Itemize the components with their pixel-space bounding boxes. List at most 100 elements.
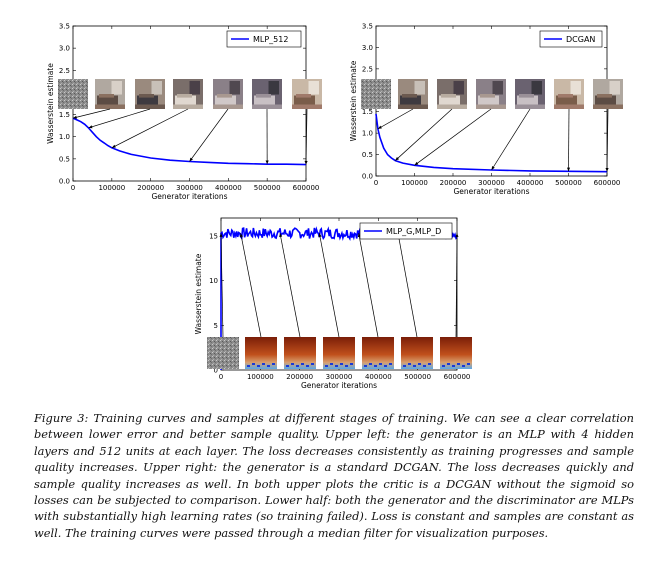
sample-arrowhead [88,125,93,129]
figure-caption: Figure 3: Training curves and samples at… [34,411,634,540]
failed-sample-speckle [418,363,421,365]
failed-sample-speckle [369,363,372,365]
x-axis-label: Generator iterations [301,381,377,390]
bedroom-pillow [441,94,456,98]
sample-arrowhead [304,160,308,165]
failed-sample-speckle [457,363,460,365]
bedroom-bed [400,95,421,105]
failed-sample-speckle [374,365,377,367]
x-tick-label: 100000 [401,179,428,187]
bedroom-bed [294,95,315,105]
y-tick-label: 2.5 [362,65,373,73]
failed-sample-speckle [350,363,353,365]
failed-sample-speckle [408,363,411,365]
failed-sample [323,337,355,369]
legend-label: MLP_512 [253,35,288,44]
sample-image [284,337,316,369]
sample-image [173,79,203,109]
sample-arrowhead [219,233,223,237]
sample-image [252,79,282,109]
sample-arrow [240,233,262,338]
failed-sample-speckle [306,365,309,367]
y-tick-label: 10 [209,277,218,285]
sample-arrow [189,108,229,162]
failed-sample-speckle [340,363,343,365]
failed-sample-speckle [301,363,304,365]
failed-sample-speckle [413,365,416,367]
bedroom-floor [135,104,165,109]
bedroom-window [414,81,425,95]
bedroom-bed [439,95,460,105]
noise-sample [207,337,239,369]
bedroom-floor [252,104,282,109]
failed-sample-speckle [467,363,470,365]
sample-arrowhead [239,233,243,238]
sample-arrowhead [73,115,77,119]
x-tick-label: 200000 [286,373,313,381]
bedroom-bed [97,95,118,105]
y-tick-label: 3.5 [59,23,70,31]
failed-sample-speckle [257,365,260,367]
bedroom-bed [215,95,236,105]
failed-sample-speckle [447,363,450,365]
x-tick-label: 500000 [404,373,431,381]
x-tick-label: 100000 [247,373,274,381]
bedroom-bed [175,95,196,105]
y-axis-label: Wasserstein estimate [46,63,55,144]
failed-sample-speckle [428,363,431,365]
sample-image [135,79,165,109]
x-tick-label: 600000 [444,373,471,381]
bedroom-bed [595,95,616,105]
bedroom-pillow [177,94,192,98]
failed-sample-speckle [364,365,367,367]
sample-arrowhead [491,166,495,170]
sample-image [440,337,472,369]
x-tick-label: 100000 [98,184,125,192]
y-axis-label: Wasserstein estimate [194,253,203,334]
y-tick-label: 15 [209,232,218,240]
bedroom-floor [437,104,467,109]
y-tick-label: 0.5 [59,155,70,163]
sample-arrowhead [455,233,459,237]
bedroom-window [189,81,200,95]
failed-sample-speckle [272,363,275,365]
bedroom-pillow [597,94,612,98]
y-tick-label: 1.0 [59,133,70,141]
bedroom-bed [254,95,275,105]
sample-arrow [88,108,151,129]
bedroom-floor [213,104,243,109]
failed-sample-speckle [389,363,392,365]
sample-arrow [395,108,453,161]
noise-sample [58,79,88,109]
bedroom-pillow [519,94,534,98]
y-tick-label: 5 [214,322,218,330]
sample-arrow [491,108,531,171]
sample-arrowhead [414,161,419,166]
failed-sample-speckle [452,365,455,367]
bedroom-window [111,81,122,95]
series-line [375,113,608,173]
bedroom-window [229,81,240,95]
x-axis-label: Generator iterations [151,192,227,201]
y-tick-label: 0.0 [362,173,373,181]
x-tick-label: 0 [71,184,75,192]
bedroom-window [308,81,319,95]
sample-image [515,79,545,109]
bedroom-floor [95,104,125,109]
sample-arrow [318,233,340,338]
legend-label: MLP_G,MLP_D [386,227,441,236]
x-axis-label: Generator iterations [453,187,529,196]
x-tick-label: 500000 [555,179,582,187]
sample-arrow [72,108,111,119]
failed-sample-speckle [403,365,406,367]
failed-sample [362,337,394,369]
sample-arrowhead [318,233,322,238]
sample-arrow [414,108,492,166]
sample-arrowhead [377,125,382,129]
bedroom-pillow [217,94,232,98]
failed-sample [401,337,433,369]
sample-arrowhead [265,160,269,165]
y-tick-label: 3.0 [362,44,373,52]
bedroom-floor [593,104,623,109]
x-tick-label: 300000 [326,373,353,381]
